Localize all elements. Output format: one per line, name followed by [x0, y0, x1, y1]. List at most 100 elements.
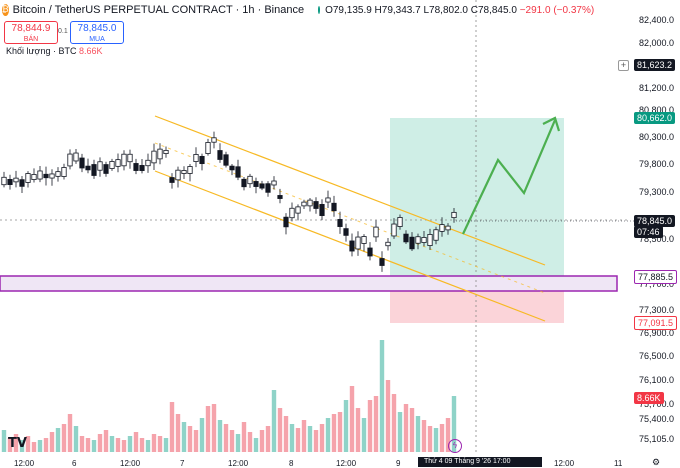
volume-bar: [133, 432, 139, 452]
volume-bar: [169, 402, 175, 452]
stop-price-tag: 77,091.5: [634, 316, 678, 330]
volume-bar: [391, 394, 397, 452]
candle-body: [373, 226, 379, 238]
price-tick-label: 80,300.0: [639, 132, 675, 142]
lightning-alert-icon[interactable]: ϟ: [448, 439, 462, 453]
tradingview-logo-icon[interactable]: TV: [8, 436, 27, 451]
candle-body: [349, 240, 355, 252]
candle-body: [313, 201, 319, 209]
price-tick-label: 77,700.0: [639, 279, 675, 289]
candle-body: [391, 223, 397, 237]
volume-tag: 8.66K: [634, 392, 664, 404]
candle-body: [73, 152, 79, 162]
candle-body: [61, 167, 67, 177]
candle-body: [151, 150, 157, 164]
price-tick-label: 75,400.0: [639, 414, 675, 424]
candle-body: [49, 173, 55, 179]
volume-bar: [205, 406, 211, 452]
volume-bar: [301, 420, 307, 452]
candle-body: [175, 169, 181, 181]
candle-body: [367, 247, 373, 257]
volume-bar: [319, 424, 325, 452]
candle-body: [37, 170, 43, 180]
volume-bar: [31, 442, 37, 452]
volume-bar: [55, 428, 61, 452]
spread-value: 0.1: [58, 28, 68, 35]
volume-bar: [229, 430, 235, 452]
volume-bar: [247, 432, 253, 452]
volume-bar: [49, 432, 55, 452]
candle-body: [31, 174, 37, 180]
volume-bar: [343, 400, 349, 452]
candle-body: [169, 177, 175, 183]
symbol-title[interactable]: Bitcoin / TetherUS PERPETUAL CONTRACT · …: [12, 4, 305, 16]
volume-bar: [403, 404, 409, 452]
volume-bar: [145, 440, 151, 452]
candle-body: [103, 164, 109, 174]
candle-body: [13, 177, 19, 183]
volume-bar: [151, 434, 157, 452]
volume-bar: [187, 426, 193, 452]
volume-bar: [157, 436, 163, 452]
volume-bar: [37, 440, 43, 452]
candle-body: [319, 204, 325, 216]
candle-body: [265, 183, 271, 193]
candle-body: [91, 164, 97, 176]
volume-bar: [127, 436, 133, 452]
candle-body: [445, 225, 451, 231]
take-profit-zone: [390, 118, 564, 276]
crosshair-time-label: Thứ 4 09 Tháng 9 '26 17:00: [418, 457, 542, 467]
candle-body: [187, 166, 193, 174]
candle-body: [307, 199, 313, 207]
candle-body: [337, 219, 343, 227]
volume-bar: [337, 412, 343, 452]
sell-button[interactable]: 78,844.9 BÁN: [4, 21, 58, 44]
price-tick-label: 79,800.0: [639, 159, 675, 169]
buy-button[interactable]: 78,845.0 MUA: [70, 21, 124, 44]
price-tick-label: 75,700.0: [639, 399, 675, 409]
candle-body: [1, 176, 7, 186]
candle-body: [301, 201, 307, 207]
ohlc-readout: O79,135.9 H79,343.7 L78,802.0 C78,845.0 …: [325, 4, 595, 16]
volume-bar: [295, 428, 301, 452]
candle-body: [259, 183, 265, 189]
volume-bar: [277, 408, 283, 452]
price-tick-label: 76,500.0: [639, 351, 675, 361]
candle-body: [241, 178, 247, 188]
candle-body: [67, 153, 73, 167]
price-tick-label: 81,200.0: [639, 83, 675, 93]
volume-bar: [103, 430, 109, 452]
projection-path: [462, 119, 557, 235]
volume-bar: [373, 396, 379, 452]
volume-bar: [163, 438, 169, 452]
volume-bar: [415, 416, 421, 452]
candle-body: [145, 159, 151, 167]
volume-bar: [43, 438, 49, 452]
volume-bar: [109, 436, 115, 452]
projection-arrowhead: [542, 116, 561, 132]
price-tick-label: 79,300.0: [639, 187, 675, 197]
volume-bar: [121, 440, 127, 452]
volume-bar: [73, 426, 79, 452]
volume-bar: [193, 430, 199, 452]
add-alert-icon[interactable]: +: [618, 60, 629, 71]
volume-bar: [67, 414, 73, 452]
candle-body: [277, 195, 283, 199]
volume-bar: [181, 422, 187, 452]
volume-bar: [13, 434, 19, 452]
price-tick-label: 82,000.0: [639, 38, 675, 48]
volume-bar: [79, 436, 85, 452]
volume-bar: [85, 438, 91, 452]
candle-body: [211, 137, 217, 143]
channel-upper-line: [154, 115, 546, 266]
candle-body: [127, 153, 133, 163]
volume-bar: [199, 418, 205, 452]
settings-gear-icon[interactable]: ⚙: [652, 457, 661, 467]
price-tick-label: 75,105.0: [639, 434, 675, 444]
volume-bar: [115, 438, 121, 452]
volume-bar: [19, 440, 25, 452]
price-tick-label: 76,900.0: [639, 328, 675, 338]
candle-body: [283, 216, 289, 228]
candle-body: [343, 228, 349, 236]
